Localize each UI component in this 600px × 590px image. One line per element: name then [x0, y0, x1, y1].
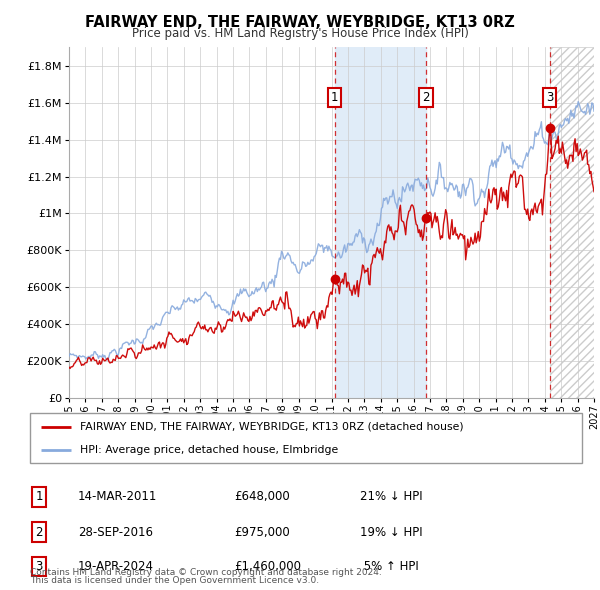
Text: 5% ↑ HPI: 5% ↑ HPI: [360, 560, 419, 573]
Text: 3: 3: [546, 91, 553, 104]
Bar: [335, 47, 426, 398]
Text: 2: 2: [35, 526, 43, 539]
Text: £648,000: £648,000: [234, 490, 290, 503]
Text: 1: 1: [331, 91, 338, 104]
Bar: [550, 47, 594, 398]
Bar: [550, 47, 594, 398]
Text: FAIRWAY END, THE FAIRWAY, WEYBRIDGE, KT13 0RZ (detached house): FAIRWAY END, THE FAIRWAY, WEYBRIDGE, KT1…: [80, 421, 463, 431]
Text: 19% ↓ HPI: 19% ↓ HPI: [360, 526, 422, 539]
Text: FAIRWAY END, THE FAIRWAY, WEYBRIDGE, KT13 0RZ: FAIRWAY END, THE FAIRWAY, WEYBRIDGE, KT1…: [85, 15, 515, 30]
Text: This data is licensed under the Open Government Licence v3.0.: This data is licensed under the Open Gov…: [30, 576, 319, 585]
Text: £975,000: £975,000: [234, 526, 290, 539]
Text: 3: 3: [35, 560, 43, 573]
Text: 19-APR-2024: 19-APR-2024: [78, 560, 154, 573]
Text: Contains HM Land Registry data © Crown copyright and database right 2024.: Contains HM Land Registry data © Crown c…: [30, 568, 382, 577]
Text: 28-SEP-2016: 28-SEP-2016: [78, 526, 153, 539]
Text: 14-MAR-2011: 14-MAR-2011: [78, 490, 157, 503]
Text: 2: 2: [422, 91, 430, 104]
Text: 21% ↓ HPI: 21% ↓ HPI: [360, 490, 422, 503]
Text: £1,460,000: £1,460,000: [234, 560, 301, 573]
Text: Price paid vs. HM Land Registry's House Price Index (HPI): Price paid vs. HM Land Registry's House …: [131, 27, 469, 40]
Text: HPI: Average price, detached house, Elmbridge: HPI: Average price, detached house, Elmb…: [80, 445, 338, 455]
FancyBboxPatch shape: [30, 413, 582, 463]
Text: 1: 1: [35, 490, 43, 503]
